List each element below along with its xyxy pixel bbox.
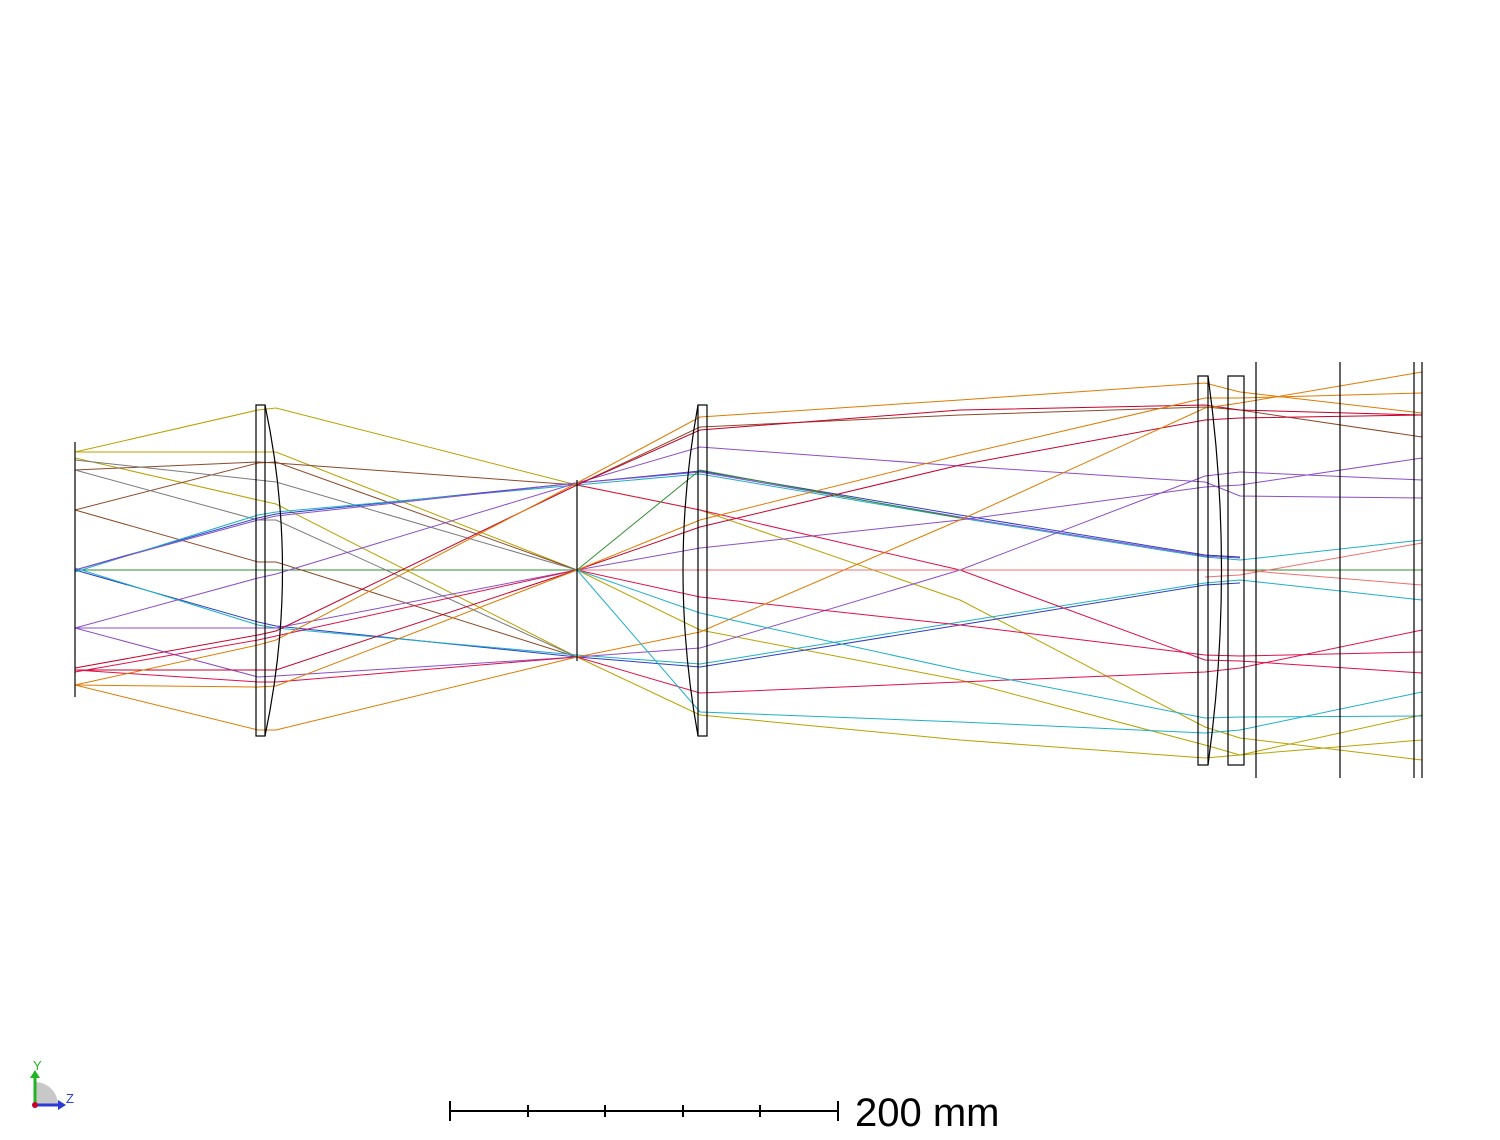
ray	[74, 509, 578, 658]
ray	[576, 569, 1423, 719]
ray	[576, 484, 1423, 674]
ray	[74, 461, 578, 571]
triad-quadrant	[35, 1082, 58, 1105]
lens-1	[255, 404, 284, 737]
z-axis-arrowhead	[58, 1100, 66, 1110]
optical-elements	[74, 362, 1423, 778]
ray	[74, 567, 1423, 665]
z-axis-label: Z	[66, 1091, 74, 1106]
y-axis-arrowhead	[30, 1070, 40, 1078]
ray	[74, 569, 1423, 673]
ray	[74, 459, 578, 571]
lens-3	[1197, 375, 1223, 766]
ray-fans	[74, 371, 1423, 761]
scale-bar-label: 200 mm	[855, 1091, 1000, 1135]
ray	[74, 469, 578, 658]
ray	[576, 569, 1423, 734]
triad-origin	[32, 1102, 38, 1108]
ray	[576, 469, 961, 571]
plate	[1227, 375, 1245, 766]
ray	[1204, 542, 1423, 578]
lens-2	[682, 404, 708, 737]
ray	[74, 471, 1241, 571]
y-axis-label: Y	[33, 1058, 42, 1073]
ray	[577, 569, 1423, 586]
scale-bar	[449, 1101, 839, 1121]
axis-triad: Y Z	[30, 1058, 74, 1110]
ray	[74, 569, 1241, 668]
